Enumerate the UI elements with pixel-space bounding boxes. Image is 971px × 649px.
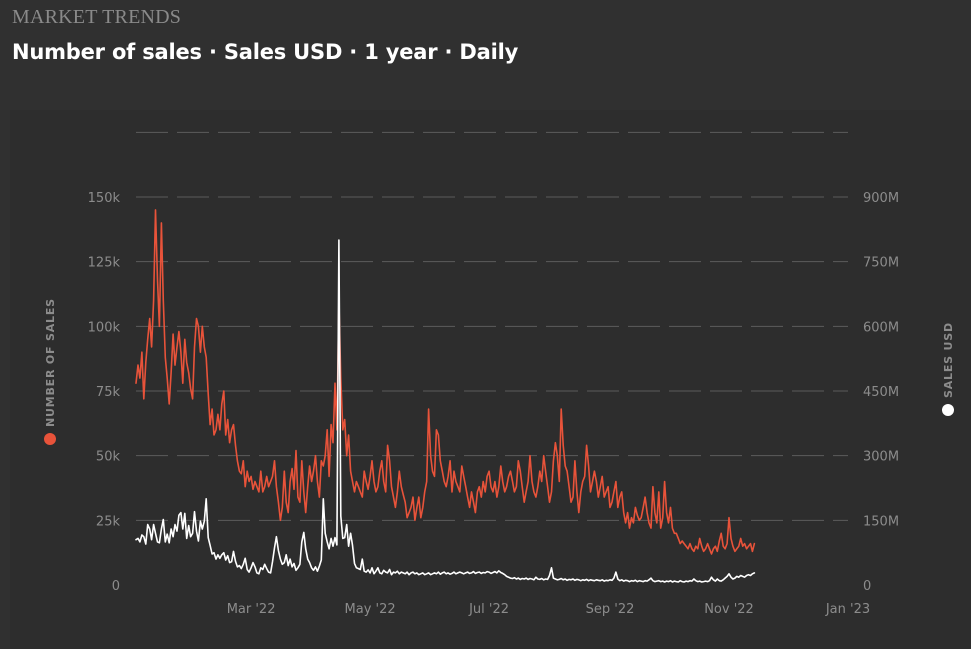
- x-tick-label: Jan '23: [825, 602, 870, 617]
- left-tick-label: 150k: [88, 191, 121, 206]
- x-tick-label: Jul '22: [468, 602, 509, 617]
- right-tick-label: 600M: [863, 320, 899, 335]
- right-axis-legend-dot: [942, 404, 954, 416]
- sales-usd-series-line: [135, 239, 756, 583]
- left-tick-label: 50k: [96, 450, 121, 465]
- x-tick-label: Mar '22: [227, 602, 276, 617]
- right-tick-label: 450M: [863, 385, 899, 400]
- x-tick-label: Nov '22: [704, 602, 754, 617]
- right-tick-label: 750M: [863, 256, 899, 271]
- left-axis-ticks: 0 25k 50k 75k 100k 125k 150k: [88, 191, 121, 594]
- left-tick-label: 75k: [96, 385, 121, 400]
- number-of-sales-series-line: [135, 209, 756, 555]
- right-axis-title: SALES USD: [942, 322, 955, 398]
- x-axis-ticks: Mar '22 May '22 Jul '22 Sep '22 Nov '22 Jan '…: [227, 602, 870, 617]
- right-tick-label: 0: [863, 579, 871, 594]
- series-layer: [135, 209, 756, 583]
- left-axis-title: NUMBER OF SALES: [44, 298, 57, 427]
- left-tick-label: 125k: [88, 256, 121, 271]
- grid-lines: [136, 131, 848, 521]
- right-axis-ticks: 0 150M 300M 450M 600M 750M 900M: [863, 191, 899, 594]
- right-tick-label: 300M: [863, 450, 899, 465]
- chart-title: Number of sales · Sales USD · 1 year · D…: [12, 40, 519, 64]
- left-tick-label: 0: [112, 579, 120, 594]
- x-tick-label: Sep '22: [586, 602, 635, 617]
- x-tick-label: May '22: [345, 602, 396, 617]
- left-tick-label: 25k: [96, 514, 121, 529]
- section-kicker: MARKET TRENDS: [12, 6, 182, 28]
- right-tick-label: 150M: [863, 514, 899, 529]
- left-axis-legend-dot: [44, 433, 56, 445]
- right-tick-label: 900M: [863, 191, 899, 206]
- left-tick-label: 100k: [88, 320, 121, 335]
